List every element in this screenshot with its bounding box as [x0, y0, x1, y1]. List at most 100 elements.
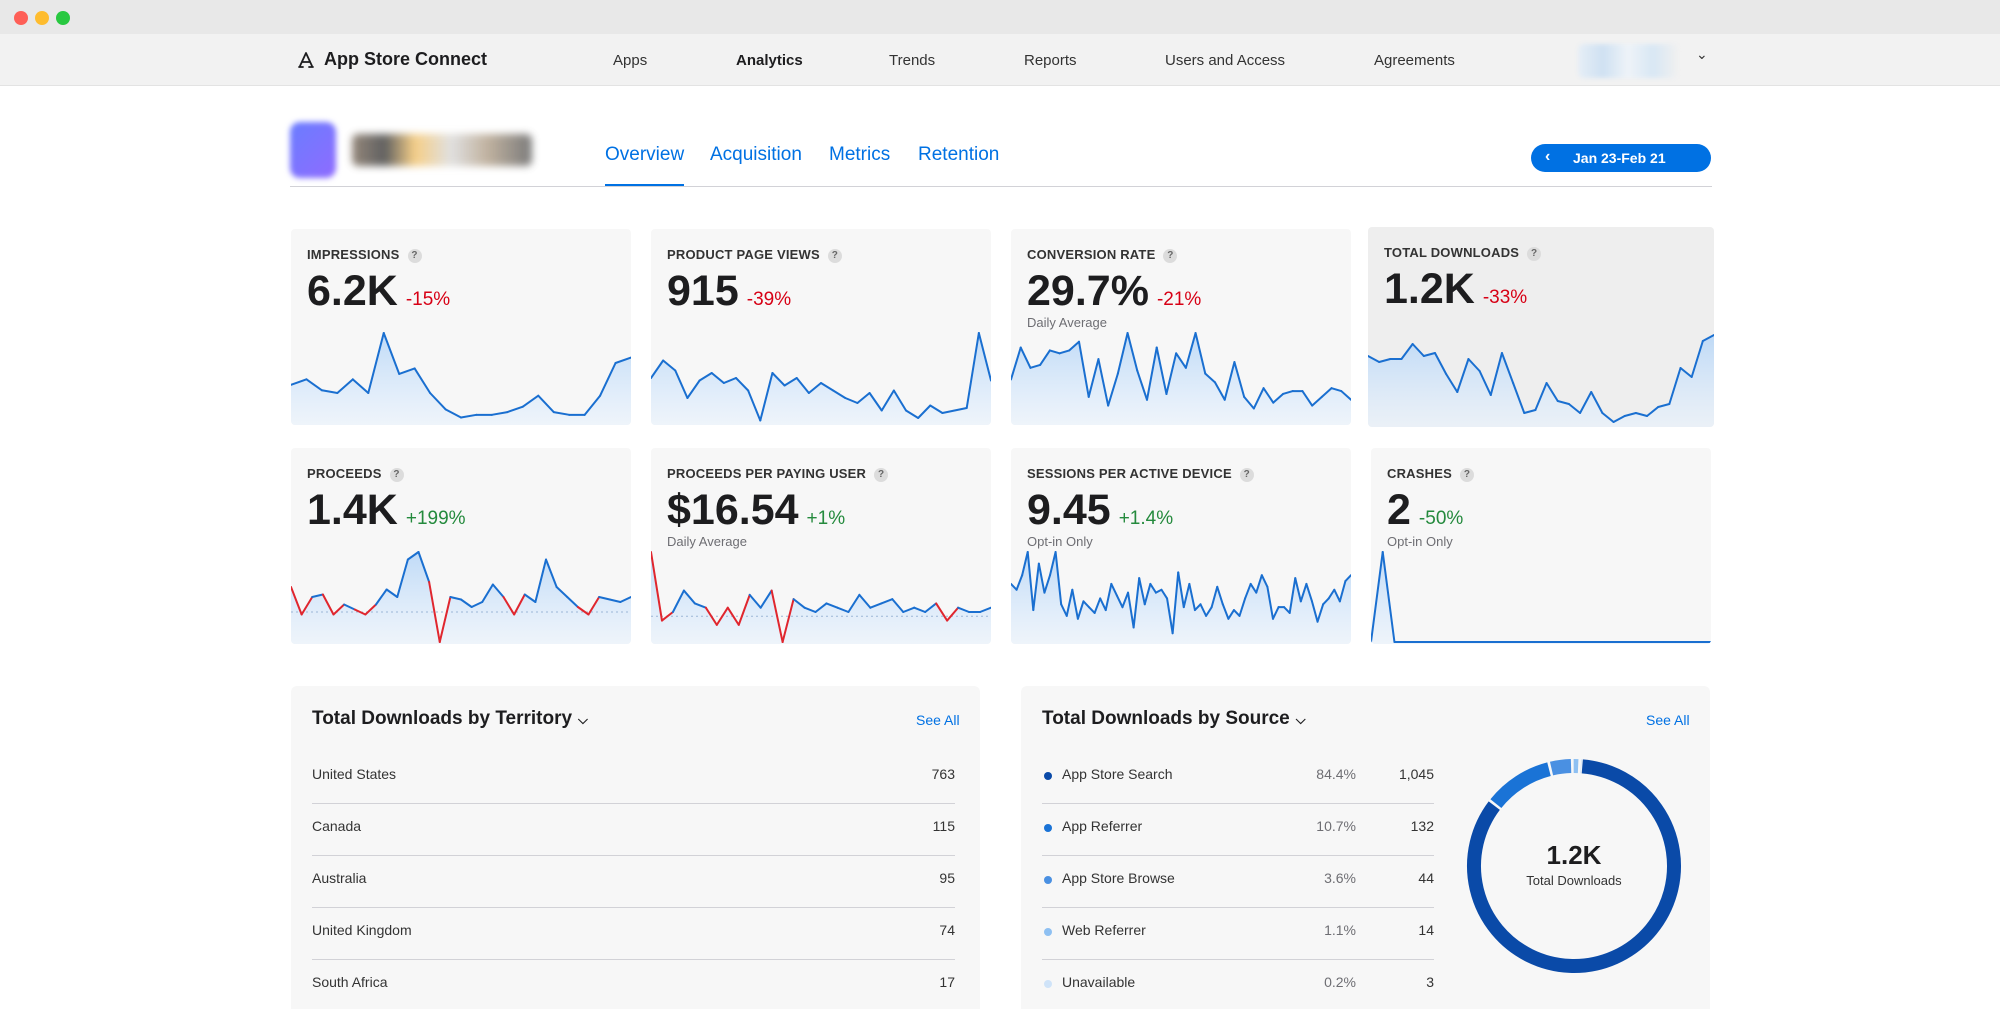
- metric-value: 1.4K +199%: [307, 486, 466, 535]
- metric-card-conversion-rate[interactable]: CONVERSION RATE? 29.7% -21% Daily Average: [1011, 229, 1351, 425]
- sparkline-segment: [792, 598, 806, 609]
- sparkline-segment: [1138, 577, 1146, 606]
- sparkline-segment: [1175, 352, 1187, 369]
- sparkline-segment: [825, 602, 839, 609]
- chevron-left-icon[interactable]: ‹: [1545, 148, 1551, 165]
- sparkline-area: [651, 552, 991, 644]
- metric-value: $16.54 +1%: [667, 486, 845, 535]
- sparkline-segment: [1567, 403, 1582, 414]
- sparkline-segment: [332, 603, 346, 616]
- source-percent: 84.4%: [1316, 766, 1356, 782]
- brand-link[interactable]: App Store Connect: [296, 49, 487, 70]
- source-value: 14: [1418, 922, 1434, 938]
- source-see-all-link[interactable]: See All: [1646, 712, 1690, 728]
- metric-card-proceeds[interactable]: PROCEEDS? 1.4K +199%: [291, 448, 631, 644]
- sparkline-segment: [1433, 352, 1448, 375]
- sparkline-segment: [1088, 606, 1096, 614]
- territory-name: United States: [312, 766, 397, 782]
- sparkline-segment: [856, 392, 871, 404]
- sparkline-area: [291, 552, 631, 644]
- nav-reports[interactable]: Reports: [1024, 52, 1077, 69]
- sparkline-segment: [748, 593, 762, 609]
- metric-card-crashes[interactable]: CRASHES? 2 -50% Opt-in Only: [1371, 448, 1711, 644]
- nav-trends[interactable]: Trends: [889, 52, 936, 69]
- downloads-donut-chart[interactable]: 1.2K Total Downloads: [1464, 756, 1684, 976]
- territory-see-all-link[interactable]: See All: [916, 712, 960, 728]
- sparkline-segment: [836, 606, 850, 613]
- sparkline-segment: [1252, 387, 1265, 410]
- sparkline-segment: [1099, 597, 1107, 612]
- sparkline-segment: [1233, 361, 1246, 398]
- metric-change: +1.4%: [1118, 508, 1174, 529]
- metric-card-impressions[interactable]: IMPRESSIONS? 6.2K -15%: [291, 229, 631, 425]
- source-dropdown[interactable]: Total Downloads by Source ⌵: [1042, 708, 1306, 730]
- metric-card-total-downloads[interactable]: TOTAL DOWNLOADS? 1.2K -33%: [1368, 227, 1714, 427]
- help-icon[interactable]: ?: [389, 468, 404, 482]
- help-icon[interactable]: ?: [1527, 247, 1542, 261]
- sparkline-segment: [545, 558, 558, 588]
- sparkline-area: [1011, 333, 1351, 425]
- sparkline-segment: [814, 602, 828, 613]
- metric-change: -15%: [405, 289, 451, 310]
- sparkline-segment: [502, 596, 516, 616]
- sparkline-segment: [1227, 609, 1235, 620]
- minimize-window-button[interactable]: [35, 11, 49, 25]
- metric-card-proceeds-per-paying-user[interactable]: PROCEEDS PER PAYING USER? $16.54 +1% Dail…: [651, 448, 991, 644]
- territory-dropdown[interactable]: Total Downloads by Territory ⌵: [312, 708, 588, 730]
- sparkline-chart: [291, 551, 631, 644]
- sparkline-segment: [305, 378, 323, 392]
- sparkline-segment: [449, 596, 462, 601]
- territory-value: 17: [939, 974, 955, 990]
- table-row[interactable]: App Store Search 84.4% 1,045: [1042, 752, 1434, 804]
- help-icon[interactable]: ?: [827, 249, 842, 263]
- table-row[interactable]: United Kingdom 74: [312, 908, 955, 960]
- sparkline-segment: [552, 411, 571, 416]
- sparkline-segment: [599, 362, 617, 397]
- sparkline-segment: [977, 332, 991, 382]
- date-range-button[interactable]: ‹ Jan 23-Feb 21: [1531, 144, 1711, 172]
- metric-card-sessions-per-active-device[interactable]: SESSIONS PER ACTIVE DEVICE? 9.45 +1.4% Op…: [1011, 448, 1351, 644]
- nav-apps[interactable]: Apps: [613, 52, 648, 69]
- sparkline-segment: [1188, 582, 1196, 612]
- close-window-button[interactable]: [14, 11, 28, 25]
- sparkline-segment: [555, 586, 569, 598]
- tab-metrics[interactable]: Metrics: [829, 144, 891, 165]
- help-icon[interactable]: ?: [407, 249, 422, 263]
- sparkline-segment: [1058, 349, 1071, 355]
- table-row[interactable]: Canada 115: [312, 804, 955, 856]
- table-row[interactable]: South Africa 17: [312, 960, 955, 1009]
- maximize-window-button[interactable]: [56, 11, 70, 25]
- sparkline-segment: [1322, 597, 1330, 606]
- sparkline-segment: [924, 602, 938, 613]
- table-row[interactable]: Australia 95: [312, 856, 955, 908]
- table-row[interactable]: App Referrer 10.7% 132: [1042, 804, 1434, 856]
- nav-analytics[interactable]: Analytics: [736, 52, 803, 69]
- table-row[interactable]: United States 763: [312, 752, 955, 804]
- chevron-down-icon[interactable]: ⌄: [1696, 46, 1708, 62]
- tab-acquisition[interactable]: Acquisition: [710, 144, 802, 165]
- help-icon[interactable]: ?: [874, 468, 889, 482]
- tab-retention[interactable]: Retention: [918, 144, 1000, 165]
- sparkline-segment: [715, 606, 729, 626]
- sparkline-segment: [1272, 392, 1284, 404]
- nav-agreements[interactable]: Agreements: [1374, 52, 1455, 69]
- territory-name: Australia: [312, 870, 367, 886]
- table-row[interactable]: App Store Browse 3.6% 44: [1042, 856, 1434, 908]
- sparkline-segment: [1294, 577, 1302, 603]
- sparkline-segment: [1194, 332, 1207, 375]
- help-icon[interactable]: ?: [1163, 249, 1178, 263]
- sparkline-segment: [1545, 382, 1559, 402]
- metric-card-product-page-views[interactable]: PRODUCT PAGE VIEWS? 915 -39%: [651, 229, 991, 425]
- nav-users-and-access[interactable]: Users and Access: [1165, 52, 1286, 69]
- table-row[interactable]: Web Referrer 1.1% 14: [1042, 908, 1434, 960]
- help-icon[interactable]: ?: [1239, 468, 1254, 482]
- help-icon[interactable]: ?: [1459, 468, 1474, 482]
- sparkline-segment: [353, 608, 367, 616]
- sparkline-segment: [1646, 406, 1660, 417]
- table-row[interactable]: Unavailable 0.2% 3: [1042, 960, 1434, 1009]
- sparkline-segment: [1249, 582, 1258, 594]
- account-avatar[interactable]: [1578, 44, 1678, 78]
- tab-overview[interactable]: Overview: [605, 144, 685, 186]
- sparkline-segment: [783, 377, 798, 387]
- sparkline-segment: [1701, 334, 1714, 342]
